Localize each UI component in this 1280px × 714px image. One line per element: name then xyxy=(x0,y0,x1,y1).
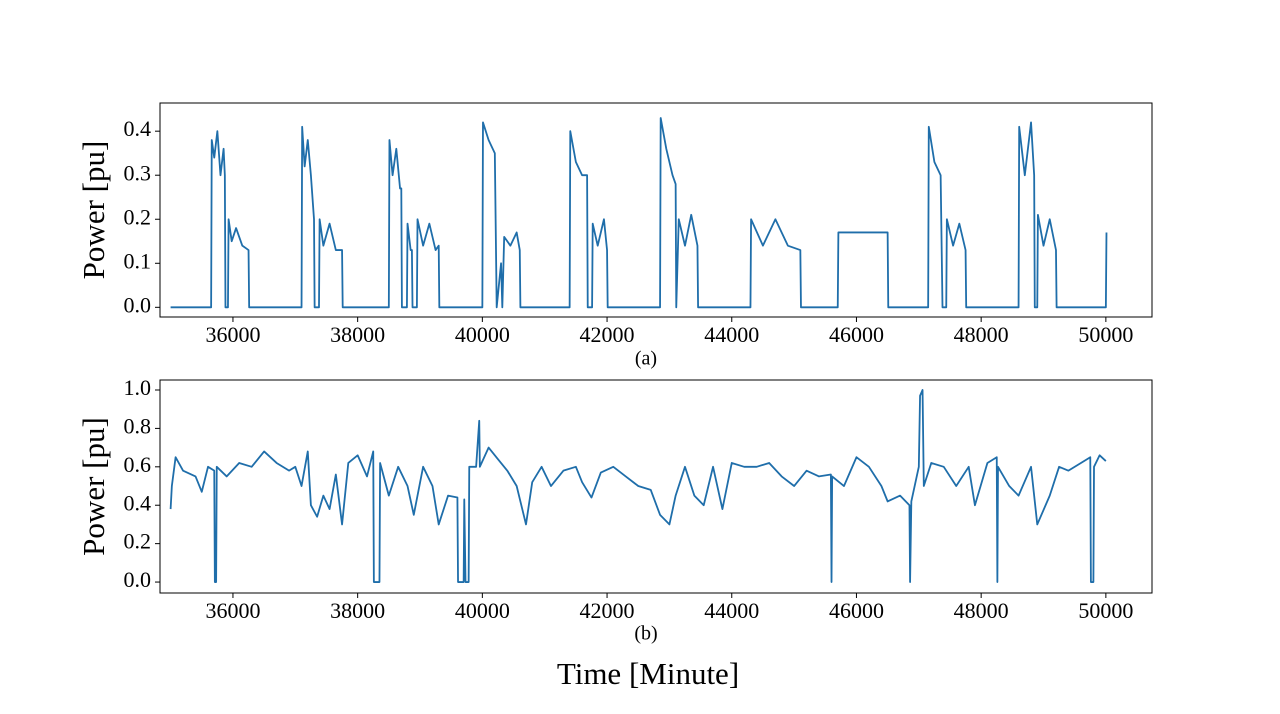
plot-frame xyxy=(159,379,1153,594)
x-tick-label: 44000 xyxy=(704,598,759,623)
y-tick-label: 0.8 xyxy=(124,413,152,438)
y-tick-label: 0.3 xyxy=(124,160,152,185)
panel-caption: (a) xyxy=(635,348,657,370)
y-tick-label: 0.6 xyxy=(124,452,152,477)
x-tick-label: 36000 xyxy=(205,598,260,623)
data-line xyxy=(169,389,1107,583)
x-tick-label: 38000 xyxy=(330,322,385,347)
x-tick-label: 44000 xyxy=(704,322,759,347)
x-tick-label: 46000 xyxy=(829,322,884,347)
x-axis-label: Time [Minute] xyxy=(557,656,739,691)
y-tick-label: 0.4 xyxy=(124,116,152,141)
x-tick-label: 40000 xyxy=(455,598,510,623)
y-tick-label: 0.2 xyxy=(124,529,152,554)
y-tick-label: 0.0 xyxy=(124,567,152,592)
x-tick-label: 42000 xyxy=(580,598,635,623)
x-tick-label: 50000 xyxy=(1078,322,1133,347)
y-tick-label: 0.0 xyxy=(124,292,152,317)
x-tick-label: 48000 xyxy=(954,322,1009,347)
x-tick-label: 40000 xyxy=(455,322,510,347)
y-tick-label: 0.1 xyxy=(124,248,152,273)
y-axis-label: Power [pu] xyxy=(76,417,111,556)
x-tick-label: 38000 xyxy=(330,598,385,623)
y-tick-label: 1.0 xyxy=(124,375,152,400)
y-tick-label: 0.4 xyxy=(124,490,152,515)
x-tick-label: 42000 xyxy=(580,322,635,347)
panel-caption: (b) xyxy=(634,623,657,645)
x-tick-label: 36000 xyxy=(205,322,260,347)
x-tick-label: 46000 xyxy=(829,598,884,623)
plot-frame xyxy=(159,102,1153,318)
x-tick-label: 50000 xyxy=(1078,598,1133,623)
x-tick-label: 48000 xyxy=(954,598,1009,623)
y-axis-label: Power [pu] xyxy=(76,141,111,280)
y-tick-label: 0.2 xyxy=(124,204,152,229)
data-line xyxy=(170,117,1108,309)
